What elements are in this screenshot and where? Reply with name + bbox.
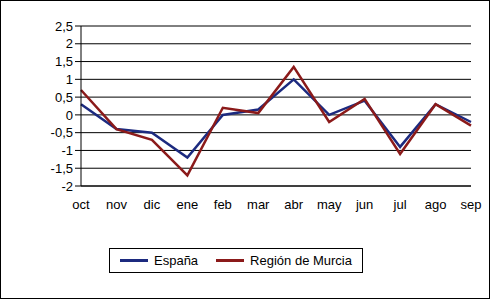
svg-text:-0,5: -0,5: [51, 125, 73, 140]
svg-text:ago: ago: [425, 197, 447, 212]
html-text:España: España: [154, 253, 199, 268]
svg-text:oct: oct: [72, 197, 90, 212]
svg-text:mar: mar: [247, 197, 270, 212]
svg-text:jul: jul: [393, 197, 407, 212]
svg-text:-1: -1: [61, 143, 73, 158]
svg-text:sep: sep: [461, 197, 482, 212]
svg-text:1: 1: [66, 72, 73, 87]
svg-text:0,5: 0,5: [55, 90, 73, 105]
svg-text:may: may: [317, 197, 342, 212]
svg-text:abr: abr: [284, 197, 303, 212]
svg-text:dic: dic: [144, 197, 161, 212]
svg-text:2,5: 2,5: [55, 19, 73, 34]
svg-text:2: 2: [66, 36, 73, 51]
svg-text:feb: feb: [214, 197, 232, 212]
svg-text:0: 0: [66, 108, 73, 123]
svg-text:nov: nov: [106, 197, 127, 212]
svg-text:-1,5: -1,5: [51, 161, 73, 176]
svg-text:jun: jun: [355, 197, 373, 212]
html-text:Región de Murcia: Región de Murcia: [250, 253, 352, 268]
svg-text:ene: ene: [177, 197, 199, 212]
svg-text:1,5: 1,5: [55, 54, 73, 69]
svg-text:-2: -2: [61, 179, 73, 194]
